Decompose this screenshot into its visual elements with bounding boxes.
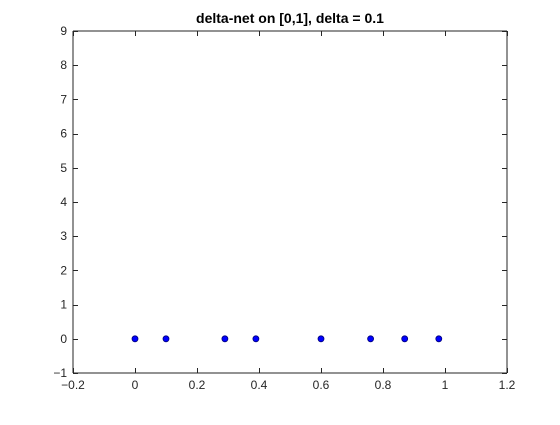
data-point	[221, 335, 229, 343]
y-tick-label: 8	[60, 58, 67, 72]
x-tick-label: 0	[132, 378, 139, 392]
data-points	[131, 335, 443, 343]
data-point	[367, 335, 375, 343]
y-tick-label: 6	[60, 127, 67, 141]
y-tick-label: 4	[60, 195, 67, 209]
data-point	[162, 335, 170, 343]
x-tick-label: 1.2	[499, 378, 516, 392]
data-point	[317, 335, 325, 343]
y-tick-label: 3	[60, 229, 67, 243]
y-tick-label: 7	[60, 92, 67, 106]
plot-area	[73, 31, 507, 373]
x-tick-label: 0.8	[375, 378, 392, 392]
x-tick-label: 0.4	[251, 378, 268, 392]
data-point	[252, 335, 260, 343]
y-tick-label: 5	[60, 161, 67, 175]
axes: −0.2 0 0.2 0.4 0.6 0.8 1 1.2 −1 0 1 2 3 4 5 6 7 8 9	[53, 24, 515, 392]
y-tick-label: 0	[60, 332, 67, 346]
data-point	[131, 335, 139, 343]
data-point	[435, 335, 443, 343]
x-tick-label: −0.2	[61, 378, 85, 392]
chart-title: delta-net on [0,1], delta = 0.1	[196, 10, 384, 26]
y-tick-label: 1	[60, 298, 67, 312]
y-tick-label: −1	[53, 366, 67, 380]
x-tick-label: 1	[442, 378, 449, 392]
x-tick-label: 0.6	[313, 378, 330, 392]
y-tick-label: 2	[60, 263, 67, 277]
x-tick-label: 0.2	[189, 378, 206, 392]
y-tick-label: 9	[60, 24, 67, 38]
data-point	[401, 335, 409, 343]
